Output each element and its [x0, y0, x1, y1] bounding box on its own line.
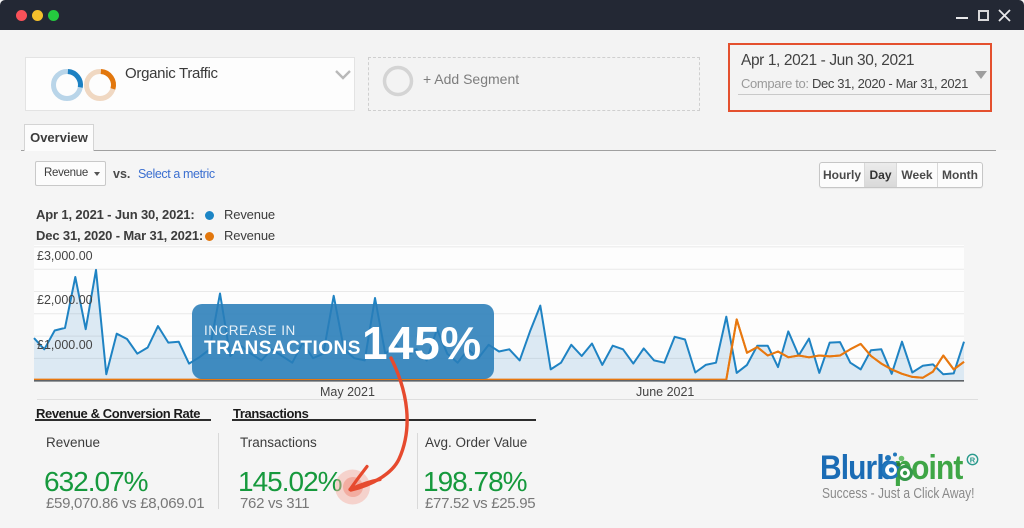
- svg-text:R: R: [970, 455, 976, 464]
